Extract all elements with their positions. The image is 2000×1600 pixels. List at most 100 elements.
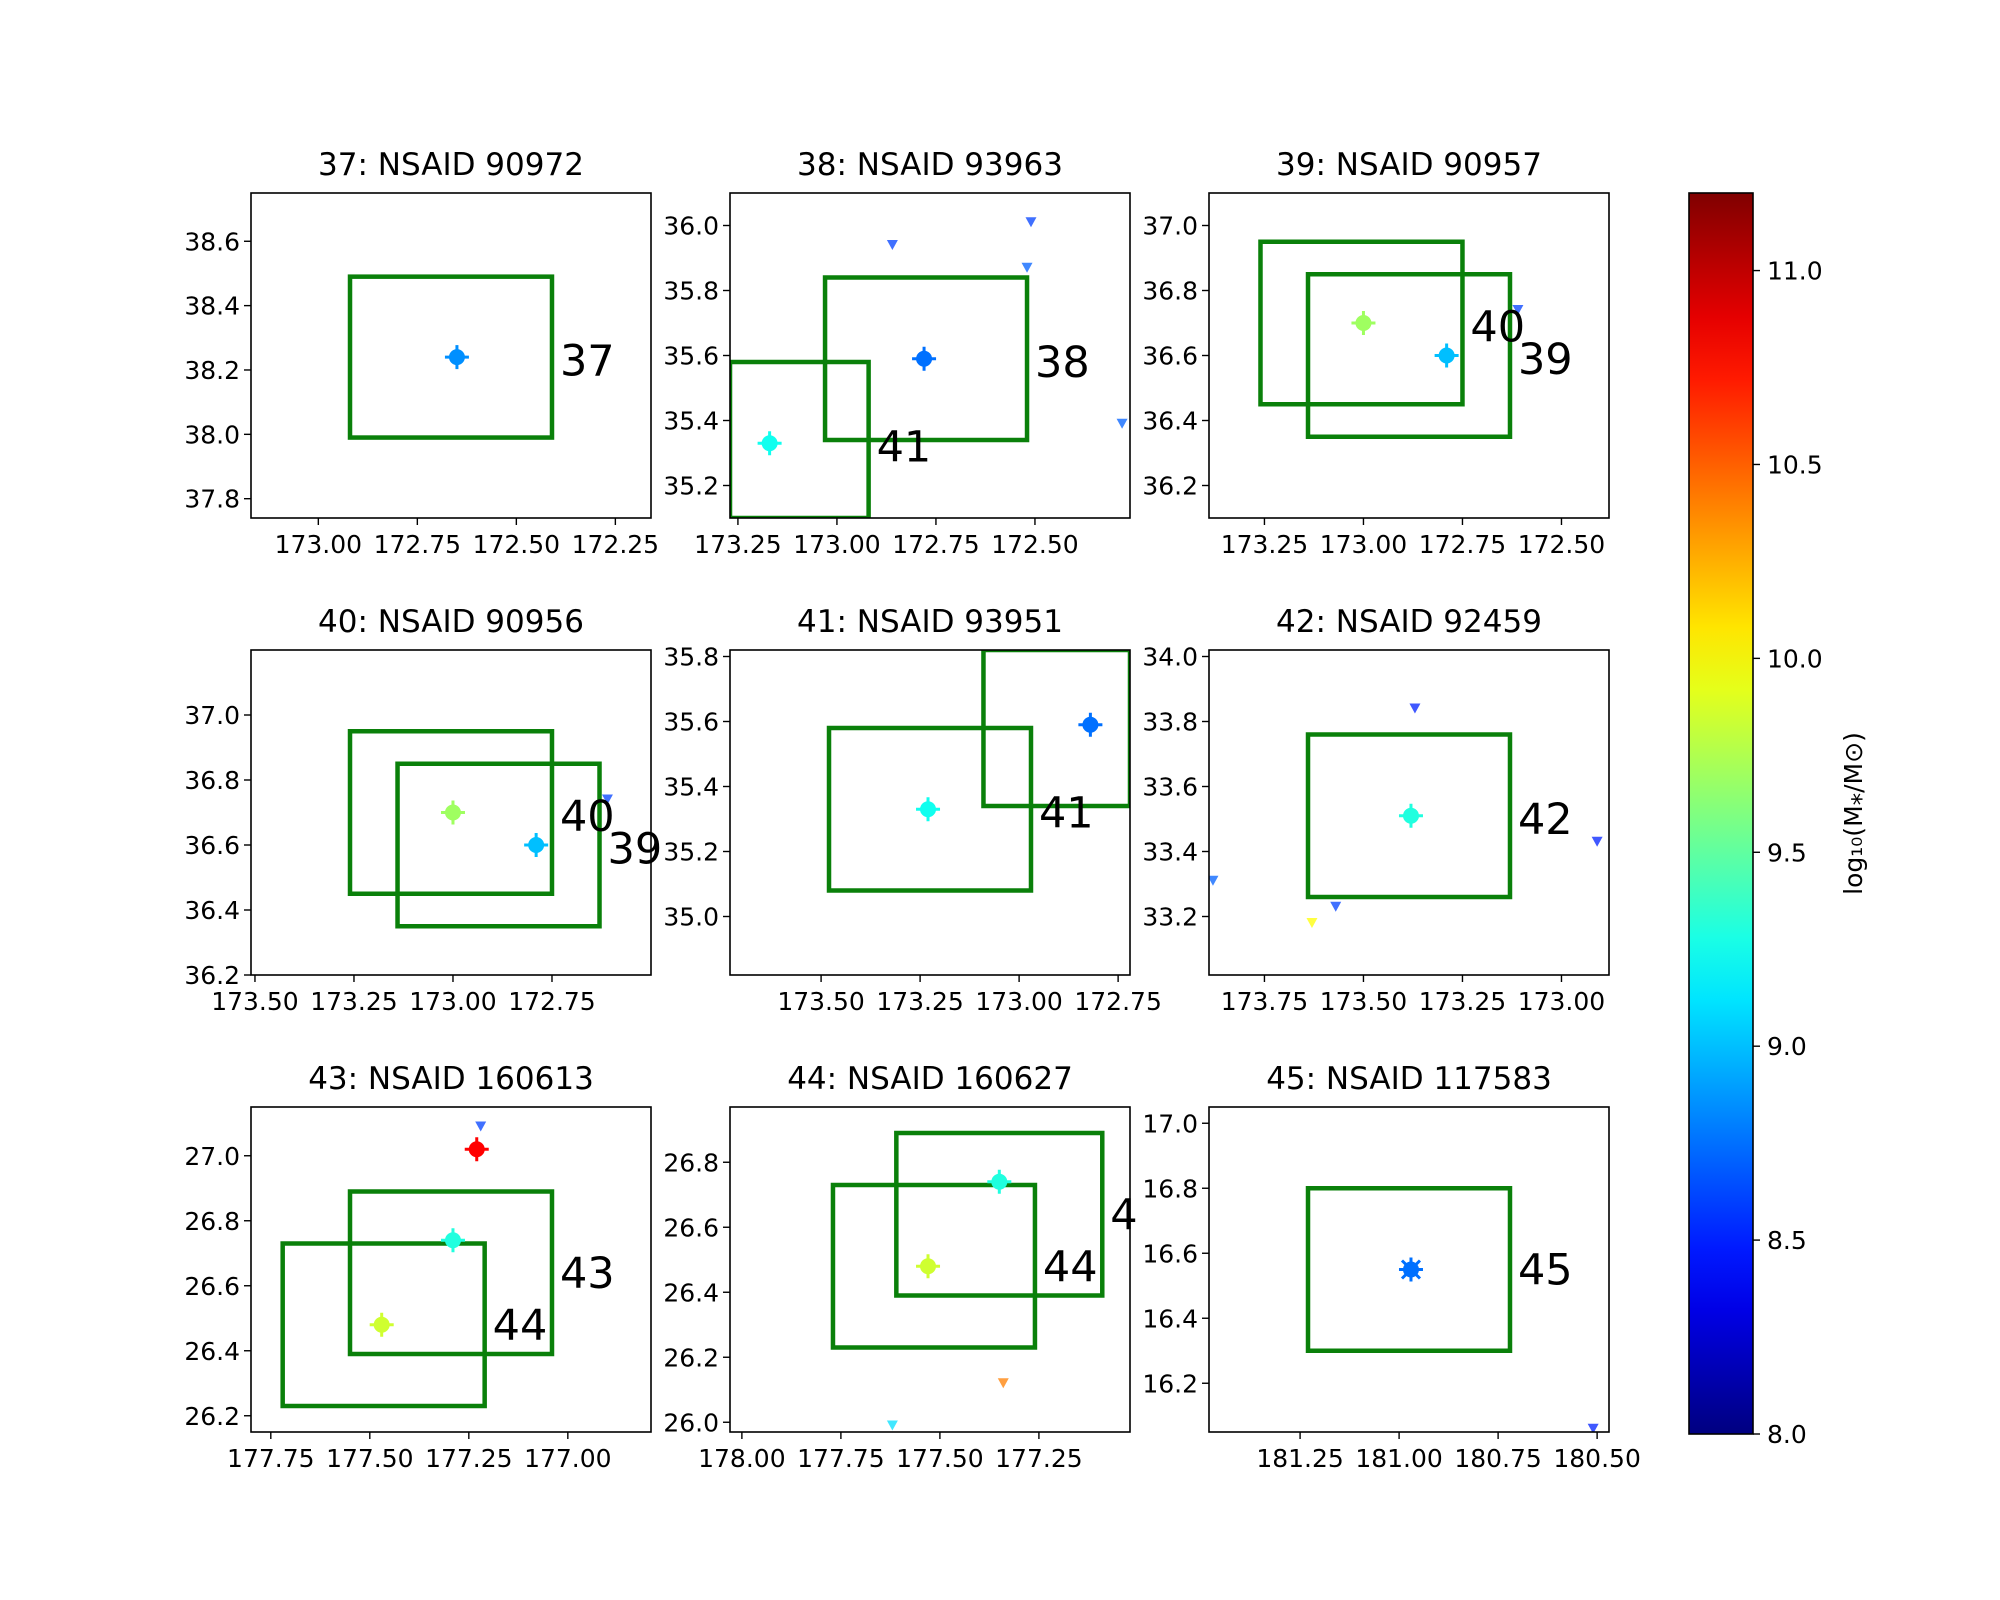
panel-title: 45: NSAID 117583	[1266, 1061, 1552, 1097]
colorbar-tick-label: 9.0	[1767, 1032, 1807, 1061]
x-tick-label: 172.75	[892, 530, 979, 559]
search-box	[1305, 272, 1513, 439]
y-tick-label: 35.6	[663, 342, 719, 371]
colorbar: 8.0 8.5 9.0 9.5 10.0 10.5 11.0 log₁₀(M⁎/M⊙)	[1688, 192, 1868, 1449]
galaxy-marker	[528, 837, 545, 853]
upper-limit-marker	[1209, 875, 1219, 886]
y-tick-label: 35.0	[663, 903, 719, 932]
plot-area	[347, 274, 555, 440]
y-tick-label: 37.0	[184, 701, 240, 730]
y-tick-label: 26.4	[184, 1337, 240, 1366]
upper-limit-marker	[1512, 305, 1524, 315]
box-label: 44	[493, 1301, 548, 1351]
x-tick-label: 181.25	[1256, 1444, 1343, 1473]
y-tick-label: 36.6	[1142, 342, 1198, 371]
panel-44: 44: NSAID 160627 444 178.00 177.75 177.50 177…	[663, 1061, 1137, 1473]
x-tick-label: 177.75	[797, 1444, 884, 1473]
y-tick-label: 36.0	[663, 212, 719, 241]
colorbar-tick-label: 8.5	[1767, 1226, 1807, 1255]
upper-limit-marker	[1330, 901, 1342, 912]
colorbar-tick-label: 10.0	[1767, 644, 1823, 673]
x-tick-label: 172.50	[991, 530, 1078, 559]
upper-limit-marker	[1025, 217, 1037, 228]
galaxy-marker	[448, 349, 465, 366]
upper-limit-marker	[1021, 262, 1033, 273]
y-tick-label: 35.8	[663, 277, 719, 306]
x-tick-label: 173.00	[1518, 987, 1605, 1016]
panel-title: 44: NSAID 160627	[787, 1061, 1073, 1097]
x-tick-label: 181.00	[1355, 1444, 1442, 1473]
galaxy-point	[916, 1254, 941, 1279]
box-label: 38	[1035, 338, 1090, 388]
panel-41: 41: NSAID 93951 41 173.50 173.25 173.00 172.7…	[663, 604, 1162, 1016]
y-tick-label: 35.2	[663, 838, 719, 867]
search-box	[395, 761, 602, 929]
plot-area	[1258, 239, 1524, 439]
plot-area	[826, 650, 1130, 893]
x-tick-label: 173.00	[793, 530, 880, 559]
panel-42: 42: NSAID 92459 42 173.75 173.50 173.25 173.0…	[1142, 604, 1610, 1016]
y-tick-label: 16.8	[1142, 1174, 1198, 1203]
galaxy-marker	[1402, 807, 1419, 824]
axes-frame	[1208, 649, 1610, 976]
axes-frame	[250, 649, 652, 976]
plot-area	[280, 1121, 555, 1409]
galaxy-marker	[1355, 315, 1372, 331]
galaxy-point	[524, 833, 549, 857]
x-tick-label: 173.25	[876, 987, 963, 1016]
y-tick-label: 35.4	[663, 407, 719, 436]
upper-limit-marker	[601, 794, 613, 805]
x-tick-label: 172.50	[1518, 530, 1605, 559]
plot-area	[730, 217, 1128, 518]
colorbar-tick-label: 11.0	[1767, 257, 1823, 286]
panel-title: 38: NSAID 93963	[797, 147, 1063, 183]
galaxy-marker	[920, 801, 937, 818]
y-tick-label: 26.8	[184, 1207, 240, 1236]
galaxy-marker	[444, 804, 461, 821]
colorbar-label: log₁₀(M⁎/M⊙)	[1839, 732, 1868, 895]
colorbar-bar	[1688, 192, 1754, 1435]
search-box	[894, 1130, 1105, 1298]
x-tick-label: 173.00	[975, 987, 1062, 1016]
galaxy-marker	[920, 1258, 937, 1275]
y-tick-label: 36.2	[1142, 472, 1198, 501]
y-tick-label: 26.8	[663, 1148, 719, 1177]
upper-limit-marker	[1591, 836, 1603, 847]
panel-title: 40: NSAID 90956	[318, 604, 584, 640]
search-box	[830, 1182, 1038, 1350]
x-tick-label: 177.00	[524, 1444, 611, 1473]
x-tick-label: 172.75	[508, 987, 595, 1016]
x-tick-label: 180.50	[1553, 1444, 1640, 1473]
panel-title: 37: NSAID 90972	[318, 147, 584, 183]
x-tick-label: 173.00	[409, 987, 496, 1016]
x-tick-label: 178.00	[698, 1444, 785, 1473]
y-tick-label: 26.4	[663, 1278, 719, 1307]
box-label: 44	[1043, 1242, 1098, 1292]
y-tick-label: 16.2	[1142, 1369, 1198, 1398]
y-tick-label: 36.4	[184, 896, 240, 925]
y-tick-label: 26.2	[184, 1402, 240, 1431]
y-tick-label: 33.4	[1142, 838, 1198, 867]
x-tick-label: 177.75	[227, 1444, 314, 1473]
upper-limit-marker	[1587, 1423, 1599, 1432]
upper-limit-marker	[997, 1378, 1009, 1389]
x-tick-label: 177.50	[326, 1444, 413, 1473]
galaxy-point	[440, 1228, 465, 1253]
x-tick-label: 172.75	[374, 530, 461, 559]
y-tick-label: 33.6	[1142, 773, 1198, 802]
x-tick-label: 173.25	[1221, 530, 1308, 559]
box-label: 42	[1518, 795, 1573, 845]
y-tick-label: 16.6	[1142, 1239, 1198, 1268]
box-label: 4	[1110, 1190, 1137, 1240]
galaxy-point	[464, 1137, 489, 1162]
x-tick-label: 173.00	[275, 530, 362, 559]
x-tick-label: 173.25	[310, 987, 397, 1016]
plot-area	[1305, 1186, 1599, 1432]
galaxy-marker	[1438, 347, 1455, 364]
x-tick-label: 173.50	[777, 987, 864, 1016]
panel-title: 42: NSAID 92459	[1276, 604, 1542, 640]
